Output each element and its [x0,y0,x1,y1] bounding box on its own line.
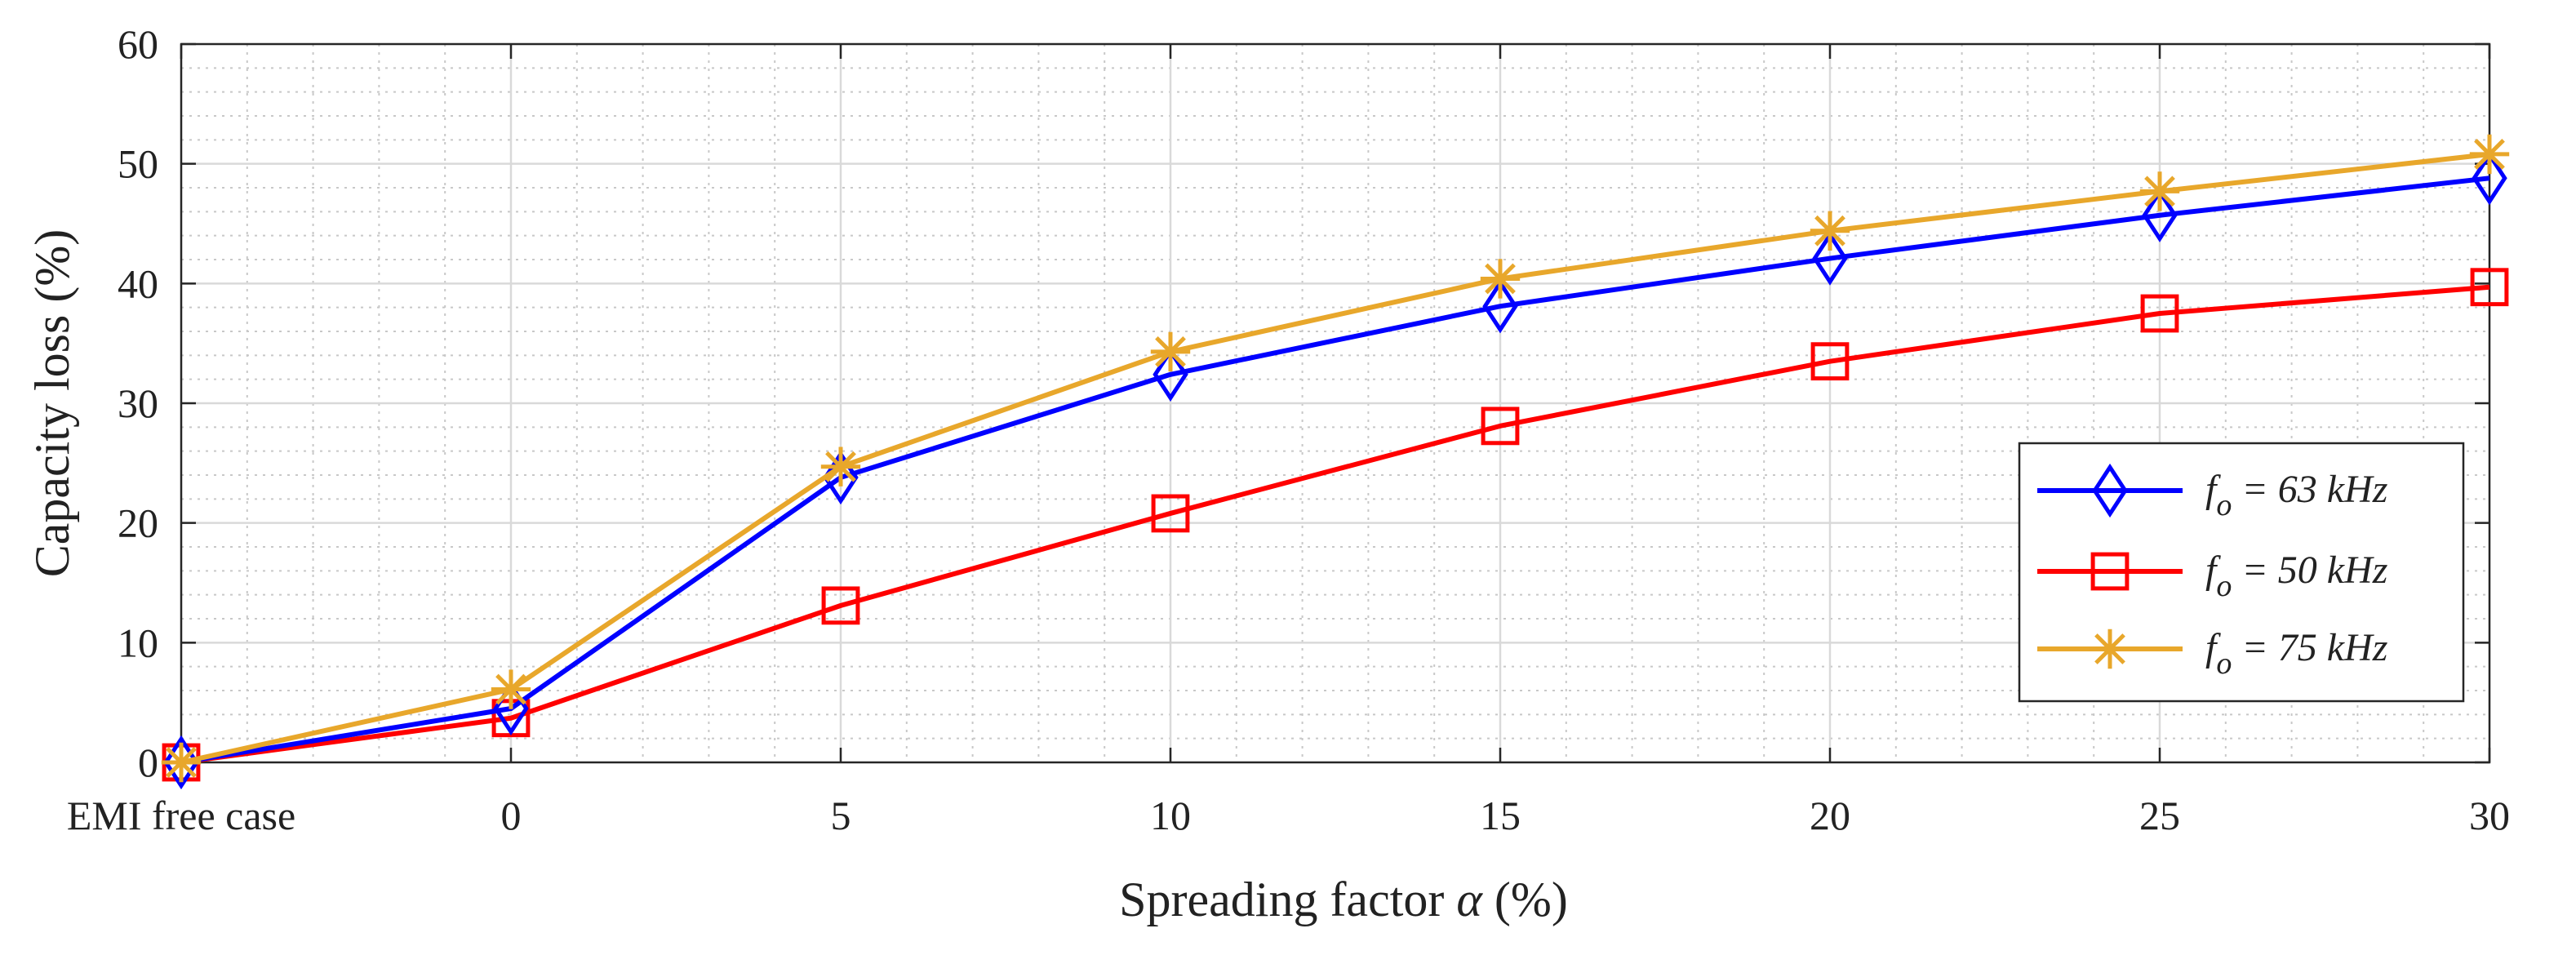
data-point-2-4 [1480,259,1521,299]
data-point-2-2 [820,446,861,486]
asterisk-stroke [1814,215,1845,247]
y-tick-label: 30 [118,380,158,426]
data-point-2-5 [1810,211,1850,251]
data-point-2-3 [1150,331,1191,372]
data-point-0-5 [1812,231,1848,286]
x-tick-label: 25 [2139,793,2180,838]
x-tick-label: 5 [831,793,851,838]
asterisk-stroke [2474,139,2505,170]
x-tick-label: 15 [1480,793,1521,838]
legend-marker-2 [2090,629,2130,669]
y-tick-label: 40 [118,260,158,306]
legend-label-1: fo = 50 kHz [2205,549,2388,603]
asterisk-stroke [166,747,197,778]
legend-label-2: fo = 75 kHz [2205,626,2388,681]
labels-layer: EMI free case 0 5 10 15 20 25 30 0 10 20 30 40 50 60 Sp… [25,21,2510,926]
y-tick-label: 50 [118,141,158,187]
grid-layer [181,44,2489,762]
x-tick-label: 30 [2469,793,2510,838]
data-point-0-4 [1482,279,1518,334]
data-point-1-2 [821,586,860,625]
x-tick-label: 10 [1150,793,1191,838]
y-tick-label: 60 [118,21,158,67]
series-line-1 [180,284,2490,765]
legend: fo = 63 kHz fo = 50 kHz fo = 75 kHz [2018,442,2465,703]
x-tick-label: EMI free case [67,793,295,838]
y-tick-label: 0 [138,740,158,785]
x-tick-label: 0 [501,793,522,838]
asterisk-stroke [495,673,526,705]
asterisk-stroke [2144,175,2175,207]
data-point-0-6 [2142,188,2178,242]
y-axis-title: Capacity loss (%) [25,229,79,578]
legend-label-0: fo = 63 kHz [2205,468,2388,522]
x-axis-title: Spreading factor α (%) [1119,873,1568,926]
legend-marker-0 [2092,463,2128,518]
asterisk-stroke [1485,263,1516,295]
asterisk-stroke [1155,336,1186,367]
y-tick-label: 20 [118,500,158,546]
data-point-0-7 [2472,151,2507,206]
data-point-1-3 [1151,494,1190,533]
data-point-2-0 [161,742,202,783]
data-point-0-3 [1153,347,1188,402]
data-point-2-6 [2139,171,2180,211]
series-line-0 [180,175,2490,765]
data-point-1-7 [2470,268,2509,307]
data-point-1-5 [1810,342,1850,381]
data-point-1-4 [1481,406,1520,446]
data-point-1-6 [2140,294,2179,333]
series-layer [161,134,2510,790]
data-point-0-2 [823,450,859,505]
x-tick-label: 20 [1810,793,1850,838]
y-tick-label: 10 [118,620,158,665]
series-line-2 [180,151,2490,765]
legend-marker-1 [2090,552,2130,591]
asterisk-stroke [825,451,856,482]
asterisk-stroke [2094,633,2125,664]
data-point-2-1 [491,669,531,709]
data-point-2-7 [2469,134,2510,175]
